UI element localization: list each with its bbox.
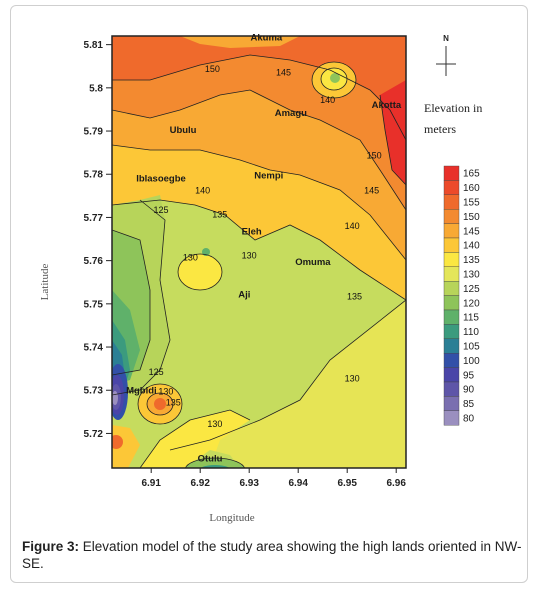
legend-label: 125 — [463, 284, 480, 295]
contour-label: 140 — [320, 95, 335, 105]
contour-label: 130 — [345, 374, 360, 384]
place-label: Akotta — [372, 100, 402, 111]
legend-label: 130 — [463, 270, 480, 281]
place-label-layer: Akuma Amagu Akotta Ubulu Iblasoegbe Nempi Eleh… — [126, 32, 402, 464]
place-label: Aji — [238, 289, 250, 300]
y-axis: 5.81 5.8 5.79 5.78 5.77 5.76 5.75 5.74 5.73 5.72 — [84, 40, 112, 440]
legend-swatch — [443, 295, 460, 311]
y-tick-label: 5.79 — [84, 127, 104, 138]
y-tick-label: 5.72 — [84, 429, 104, 440]
legend-swatch — [443, 266, 460, 282]
legend-label: 85 — [463, 399, 475, 410]
contour-label: 135 — [166, 397, 181, 407]
contour-label: 135 — [212, 209, 227, 219]
legend-label: 105 — [463, 342, 480, 353]
legend-label: 135 — [463, 255, 480, 266]
place-label: Otulu — [198, 454, 223, 465]
legend-label: 120 — [463, 298, 480, 309]
contour-label: 130 — [158, 387, 173, 397]
place-label: Akuma — [251, 32, 283, 43]
legend-label: 140 — [463, 241, 480, 252]
contour-label: 130 — [183, 253, 198, 263]
contour-label: 140 — [345, 221, 360, 231]
place-label: Omuma — [295, 257, 331, 268]
legend-label: 160 — [463, 183, 480, 194]
legend-label: 145 — [463, 226, 480, 237]
contour-label: 150 — [367, 150, 382, 160]
caption-figure-label: Figure 3: — [22, 539, 80, 554]
legend-label: 100 — [463, 356, 480, 367]
y-tick-label: 5.76 — [84, 256, 104, 267]
place-label: Mgbidi — [126, 385, 157, 396]
contour-label: 150 — [205, 64, 220, 74]
legend-swatch — [443, 410, 460, 426]
x-tick-label: 6.94 — [288, 478, 308, 489]
legend-swatch — [443, 237, 460, 253]
x-axis: 6.91 6.92 6.93 6.94 6.95 6.96 — [141, 468, 406, 489]
y-tick-label: 5.75 — [84, 299, 104, 310]
y-axis-title: Latitude — [39, 264, 51, 301]
legend-title-line2: meters — [424, 122, 456, 136]
legend-swatch — [443, 338, 460, 354]
place-label: Amagu — [275, 108, 307, 119]
legend-label: 90 — [463, 385, 475, 396]
legend-title-line1: Elevation in — [424, 101, 482, 115]
x-tick-label: 6.93 — [239, 478, 259, 489]
legend-swatch — [443, 381, 460, 397]
legend-label: 150 — [463, 212, 480, 223]
contour-lines — [112, 54, 406, 468]
legend-swatch — [443, 165, 460, 181]
legend-swatch — [443, 208, 460, 224]
place-label: Eleh — [242, 227, 262, 238]
north-label: N — [443, 34, 449, 43]
contour-label: 125 — [153, 205, 168, 215]
y-tick-label: 5.78 — [84, 170, 104, 181]
legend-swatch — [443, 367, 460, 383]
legend-label: 115 — [463, 313, 479, 324]
contour-label: 130 — [207, 419, 222, 429]
y-tick-label: 5.8 — [89, 83, 103, 94]
elevation-surface — [112, 36, 406, 468]
y-tick-label: 5.81 — [84, 40, 104, 51]
y-tick-label: 5.77 — [84, 213, 104, 224]
contour-label: 145 — [364, 186, 379, 196]
place-label: Ubulu — [170, 125, 197, 136]
y-tick-label: 5.73 — [84, 386, 104, 397]
contour-label: 130 — [242, 250, 257, 260]
x-tick-label: 6.95 — [337, 478, 357, 489]
contour-label: 140 — [195, 186, 210, 196]
x-tick-label: 6.92 — [190, 478, 210, 489]
y-tick-label: 5.74 — [84, 343, 104, 354]
plot-frame — [111, 35, 407, 469]
x-tick-label: 6.96 — [386, 478, 406, 489]
legend-swatch — [443, 396, 460, 411]
legend-label: 95 — [463, 370, 475, 381]
legend-swatch — [443, 223, 460, 239]
legend-label: 110 — [463, 327, 479, 338]
x-tick-label: 6.91 — [141, 478, 161, 489]
place-label: Iblasoegbe — [136, 174, 186, 185]
legend-label: 80 — [463, 414, 475, 425]
figure-caption: Figure 3: Elevation model of the study a… — [22, 538, 522, 572]
legend-swatch — [443, 309, 460, 325]
contour-label: 145 — [276, 68, 291, 78]
legend-label: 155 — [463, 198, 480, 209]
legend-swatch — [443, 180, 460, 195]
caption-text: Elevation model of the study area showin… — [22, 539, 522, 571]
contour-label: 135 — [347, 292, 362, 302]
legend-label: 165 — [463, 169, 480, 180]
legend-swatch — [443, 324, 460, 339]
legend-swatch — [443, 252, 460, 267]
place-label: Nempi — [254, 171, 283, 182]
elevation-legend: 165 160 155 150 145 140 135 130 125 120 115 110 105 1… — [443, 165, 480, 426]
legend-swatch — [443, 281, 460, 296]
contour-label: 125 — [149, 367, 164, 377]
x-axis-title: Longitude — [209, 512, 254, 524]
legend-swatch — [443, 353, 460, 368]
legend-swatch — [443, 194, 460, 210]
north-arrow-icon: N — [436, 34, 456, 76]
